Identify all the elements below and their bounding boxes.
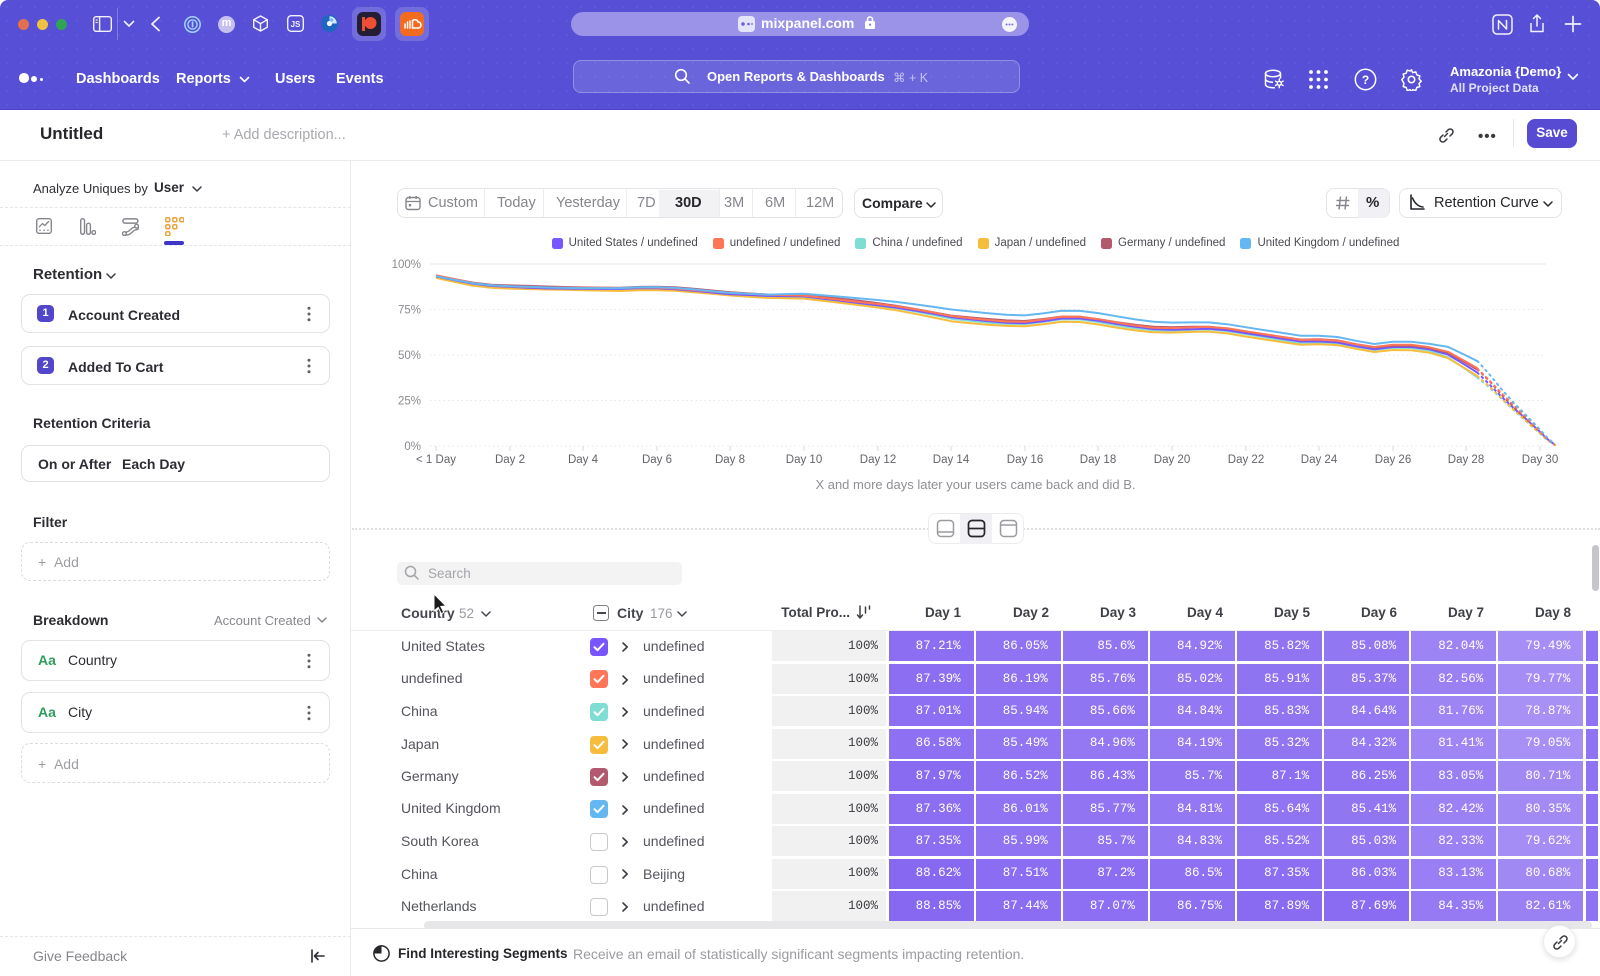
svg-text:Day 18: Day 18	[1080, 454, 1116, 466]
svg-text:Day 14: Day 14	[933, 454, 970, 466]
svg-text:Day 6: Day 6	[642, 454, 672, 466]
svg-text:Day 20: Day 20	[1154, 454, 1190, 466]
svg-text:50%: 50%	[398, 350, 421, 362]
svg-text:?: ?	[1362, 73, 1369, 87]
svg-text:75%: 75%	[398, 305, 421, 317]
svg-text:Day 22: Day 22	[1228, 454, 1264, 466]
svg-text:0%: 0%	[404, 441, 421, 453]
svg-text:Day 8: Day 8	[715, 454, 745, 466]
svg-text:Day 2: Day 2	[495, 454, 525, 466]
svg-text:JS: JS	[291, 20, 301, 29]
svg-text:Day 10: Day 10	[786, 454, 822, 466]
svg-text:< 1 Day: < 1 Day	[416, 454, 456, 466]
svg-text:100%: 100%	[392, 259, 421, 271]
svg-text:Day 24: Day 24	[1301, 454, 1338, 466]
svg-text:Day 30: Day 30	[1522, 454, 1558, 466]
svg-text:Day 4: Day 4	[568, 454, 599, 466]
svg-text:Day 12: Day 12	[860, 454, 896, 466]
svg-text:Day 16: Day 16	[1007, 454, 1043, 466]
svg-text:25%: 25%	[398, 396, 421, 408]
svg-text:Day 28: Day 28	[1448, 454, 1484, 466]
svg-text:Day 26: Day 26	[1375, 454, 1411, 466]
